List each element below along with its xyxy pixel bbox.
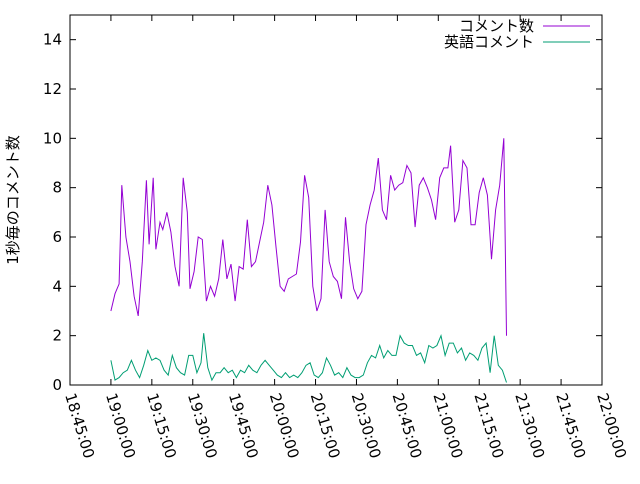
x-tick-label: 19:45:00 [225,391,262,461]
x-tick-label: 20:15:00 [307,391,344,461]
y-tick-label: 6 [52,228,62,246]
x-tick-label: 21:15:00 [470,391,507,461]
x-tick-label: 20:45:00 [389,391,426,461]
x-tick-label: 20:30:00 [348,391,385,461]
x-tick-label: 19:15:00 [143,391,180,461]
legend-label: 英語コメント [444,33,534,51]
y-axis-label: 1秒毎のコメント数 [4,135,22,265]
x-tick-label: 19:00:00 [102,391,139,461]
y-tick-label: 14 [43,31,62,49]
axes: 0 2 4 6 8 10 12 14 18:45:00 19:00:00 19:15:00 19:30… [43,14,630,461]
legend-label: コメント数 [459,17,534,35]
plot-border [69,14,603,386]
x-tick-label: 22:00:00 [593,391,630,461]
y-tick-label: 8 [52,179,62,197]
series-line-comments [110,138,507,336]
series-lines [110,138,507,383]
x-tick-label: 19:30:00 [184,391,221,461]
y-tick-label: 0 [52,376,62,394]
y-tick-label: 4 [52,277,62,295]
series-line-english-comments [110,333,507,383]
x-tick-label: 20:00:00 [266,391,303,461]
y-tick-label: 2 [52,327,62,345]
x-tick-label: 21:45:00 [552,391,589,461]
x-tick-label: 21:00:00 [429,391,466,461]
x-tick-label: 21:30:00 [511,391,548,461]
x-tick-label: 18:45:00 [61,391,98,461]
y-tick-label: 12 [43,80,62,98]
y-tick-label: 10 [43,129,62,147]
